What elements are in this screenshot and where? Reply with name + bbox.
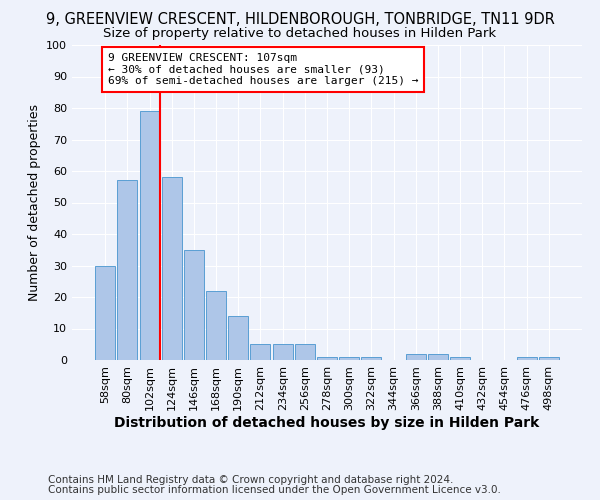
Bar (361, 357, 382, 360)
Bar (406, 354, 426, 360)
Bar (450, 357, 470, 360)
Bar (317, 357, 337, 360)
Bar (228, 316, 248, 360)
Text: Size of property relative to detached houses in Hilden Park: Size of property relative to detached ho… (103, 28, 497, 40)
Bar (250, 344, 271, 360)
Bar (95, 266, 115, 360)
Bar (118, 180, 137, 360)
Text: Contains HM Land Registry data © Crown copyright and database right 2024.: Contains HM Land Registry data © Crown c… (48, 475, 454, 485)
Y-axis label: Number of detached properties: Number of detached properties (28, 104, 41, 301)
Bar (140, 111, 160, 360)
Bar (339, 357, 359, 360)
X-axis label: Distribution of detached houses by size in Hilden Park: Distribution of detached houses by size … (115, 416, 539, 430)
Bar (428, 354, 448, 360)
Bar (206, 290, 226, 360)
Text: 9 GREENVIEW CRESCENT: 107sqm
← 30% of detached houses are smaller (93)
69% of se: 9 GREENVIEW CRESCENT: 107sqm ← 30% of de… (108, 53, 419, 86)
Bar (184, 250, 204, 360)
Bar (517, 357, 536, 360)
Bar (272, 344, 293, 360)
Text: Contains public sector information licensed under the Open Government Licence v3: Contains public sector information licen… (48, 485, 501, 495)
Text: 9, GREENVIEW CRESCENT, HILDENBOROUGH, TONBRIDGE, TN11 9DR: 9, GREENVIEW CRESCENT, HILDENBOROUGH, TO… (46, 12, 554, 28)
Bar (162, 178, 182, 360)
Bar (539, 357, 559, 360)
Bar (295, 344, 315, 360)
